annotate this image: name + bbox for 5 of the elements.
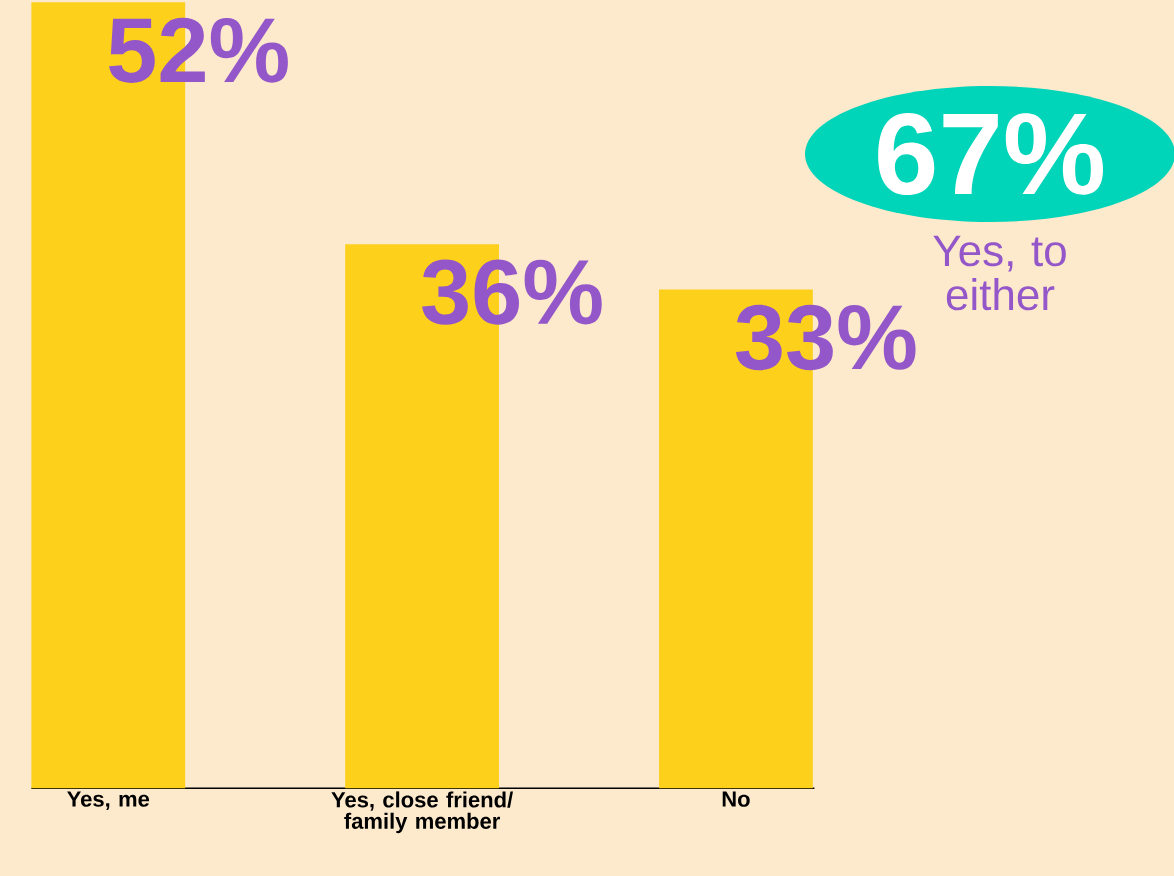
x-tick-label: No: [722, 791, 750, 807]
x-tick-label: Yes, me: [67, 791, 150, 810]
text: Yes, to either: [933, 235, 1066, 311]
text: 67%: [878, 112, 1103, 196]
x-tick-label: Yes, close friend/ family member: [331, 791, 513, 834]
